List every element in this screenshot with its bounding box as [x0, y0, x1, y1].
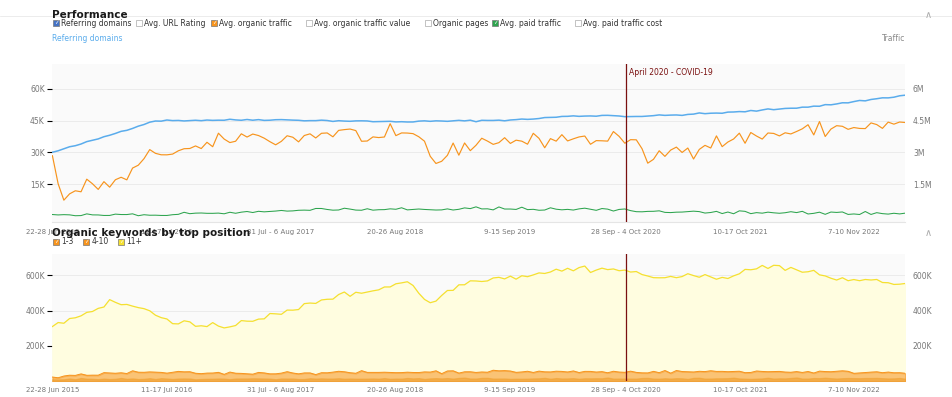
Bar	[136, 20, 142, 26]
Bar	[118, 239, 125, 245]
Text: Traffic: Traffic	[881, 34, 904, 43]
Text: Avg. organic traffic: Avg. organic traffic	[219, 19, 291, 27]
Text: ✓: ✓	[53, 239, 58, 245]
Bar	[491, 20, 498, 26]
Text: ✓: ✓	[211, 21, 216, 25]
Text: Referring domains: Referring domains	[52, 34, 123, 43]
Text: ∧: ∧	[924, 228, 931, 238]
Text: Performance: Performance	[52, 10, 128, 20]
Text: ✓: ✓	[492, 21, 497, 25]
Bar	[574, 20, 581, 26]
Text: 4-10: 4-10	[91, 237, 109, 247]
Bar	[306, 20, 311, 26]
Bar	[84, 239, 89, 245]
Text: ✓: ✓	[119, 239, 124, 245]
Text: Organic pages: Organic pages	[432, 19, 487, 27]
Text: ✓: ✓	[84, 239, 89, 245]
Text: Avg. URL Rating: Avg. URL Rating	[144, 19, 206, 27]
Text: ∧: ∧	[924, 10, 931, 20]
Text: ✓: ✓	[53, 21, 58, 25]
Bar	[425, 20, 430, 26]
Text: Avg. paid traffic cost: Avg. paid traffic cost	[583, 19, 662, 27]
Text: April 2020 - COVID-19: April 2020 - COVID-19	[628, 68, 712, 77]
Text: Avg. organic traffic value: Avg. organic traffic value	[313, 19, 409, 27]
Text: 1-3: 1-3	[61, 237, 73, 247]
Text: Referring domains: Referring domains	[61, 19, 131, 27]
Text: Organic keywords by top position: Organic keywords by top position	[52, 228, 250, 238]
Text: 11+: 11+	[127, 237, 142, 247]
Bar	[53, 20, 59, 26]
Bar	[210, 20, 217, 26]
Text: Avg. paid traffic: Avg. paid traffic	[500, 19, 561, 27]
Bar	[53, 239, 59, 245]
